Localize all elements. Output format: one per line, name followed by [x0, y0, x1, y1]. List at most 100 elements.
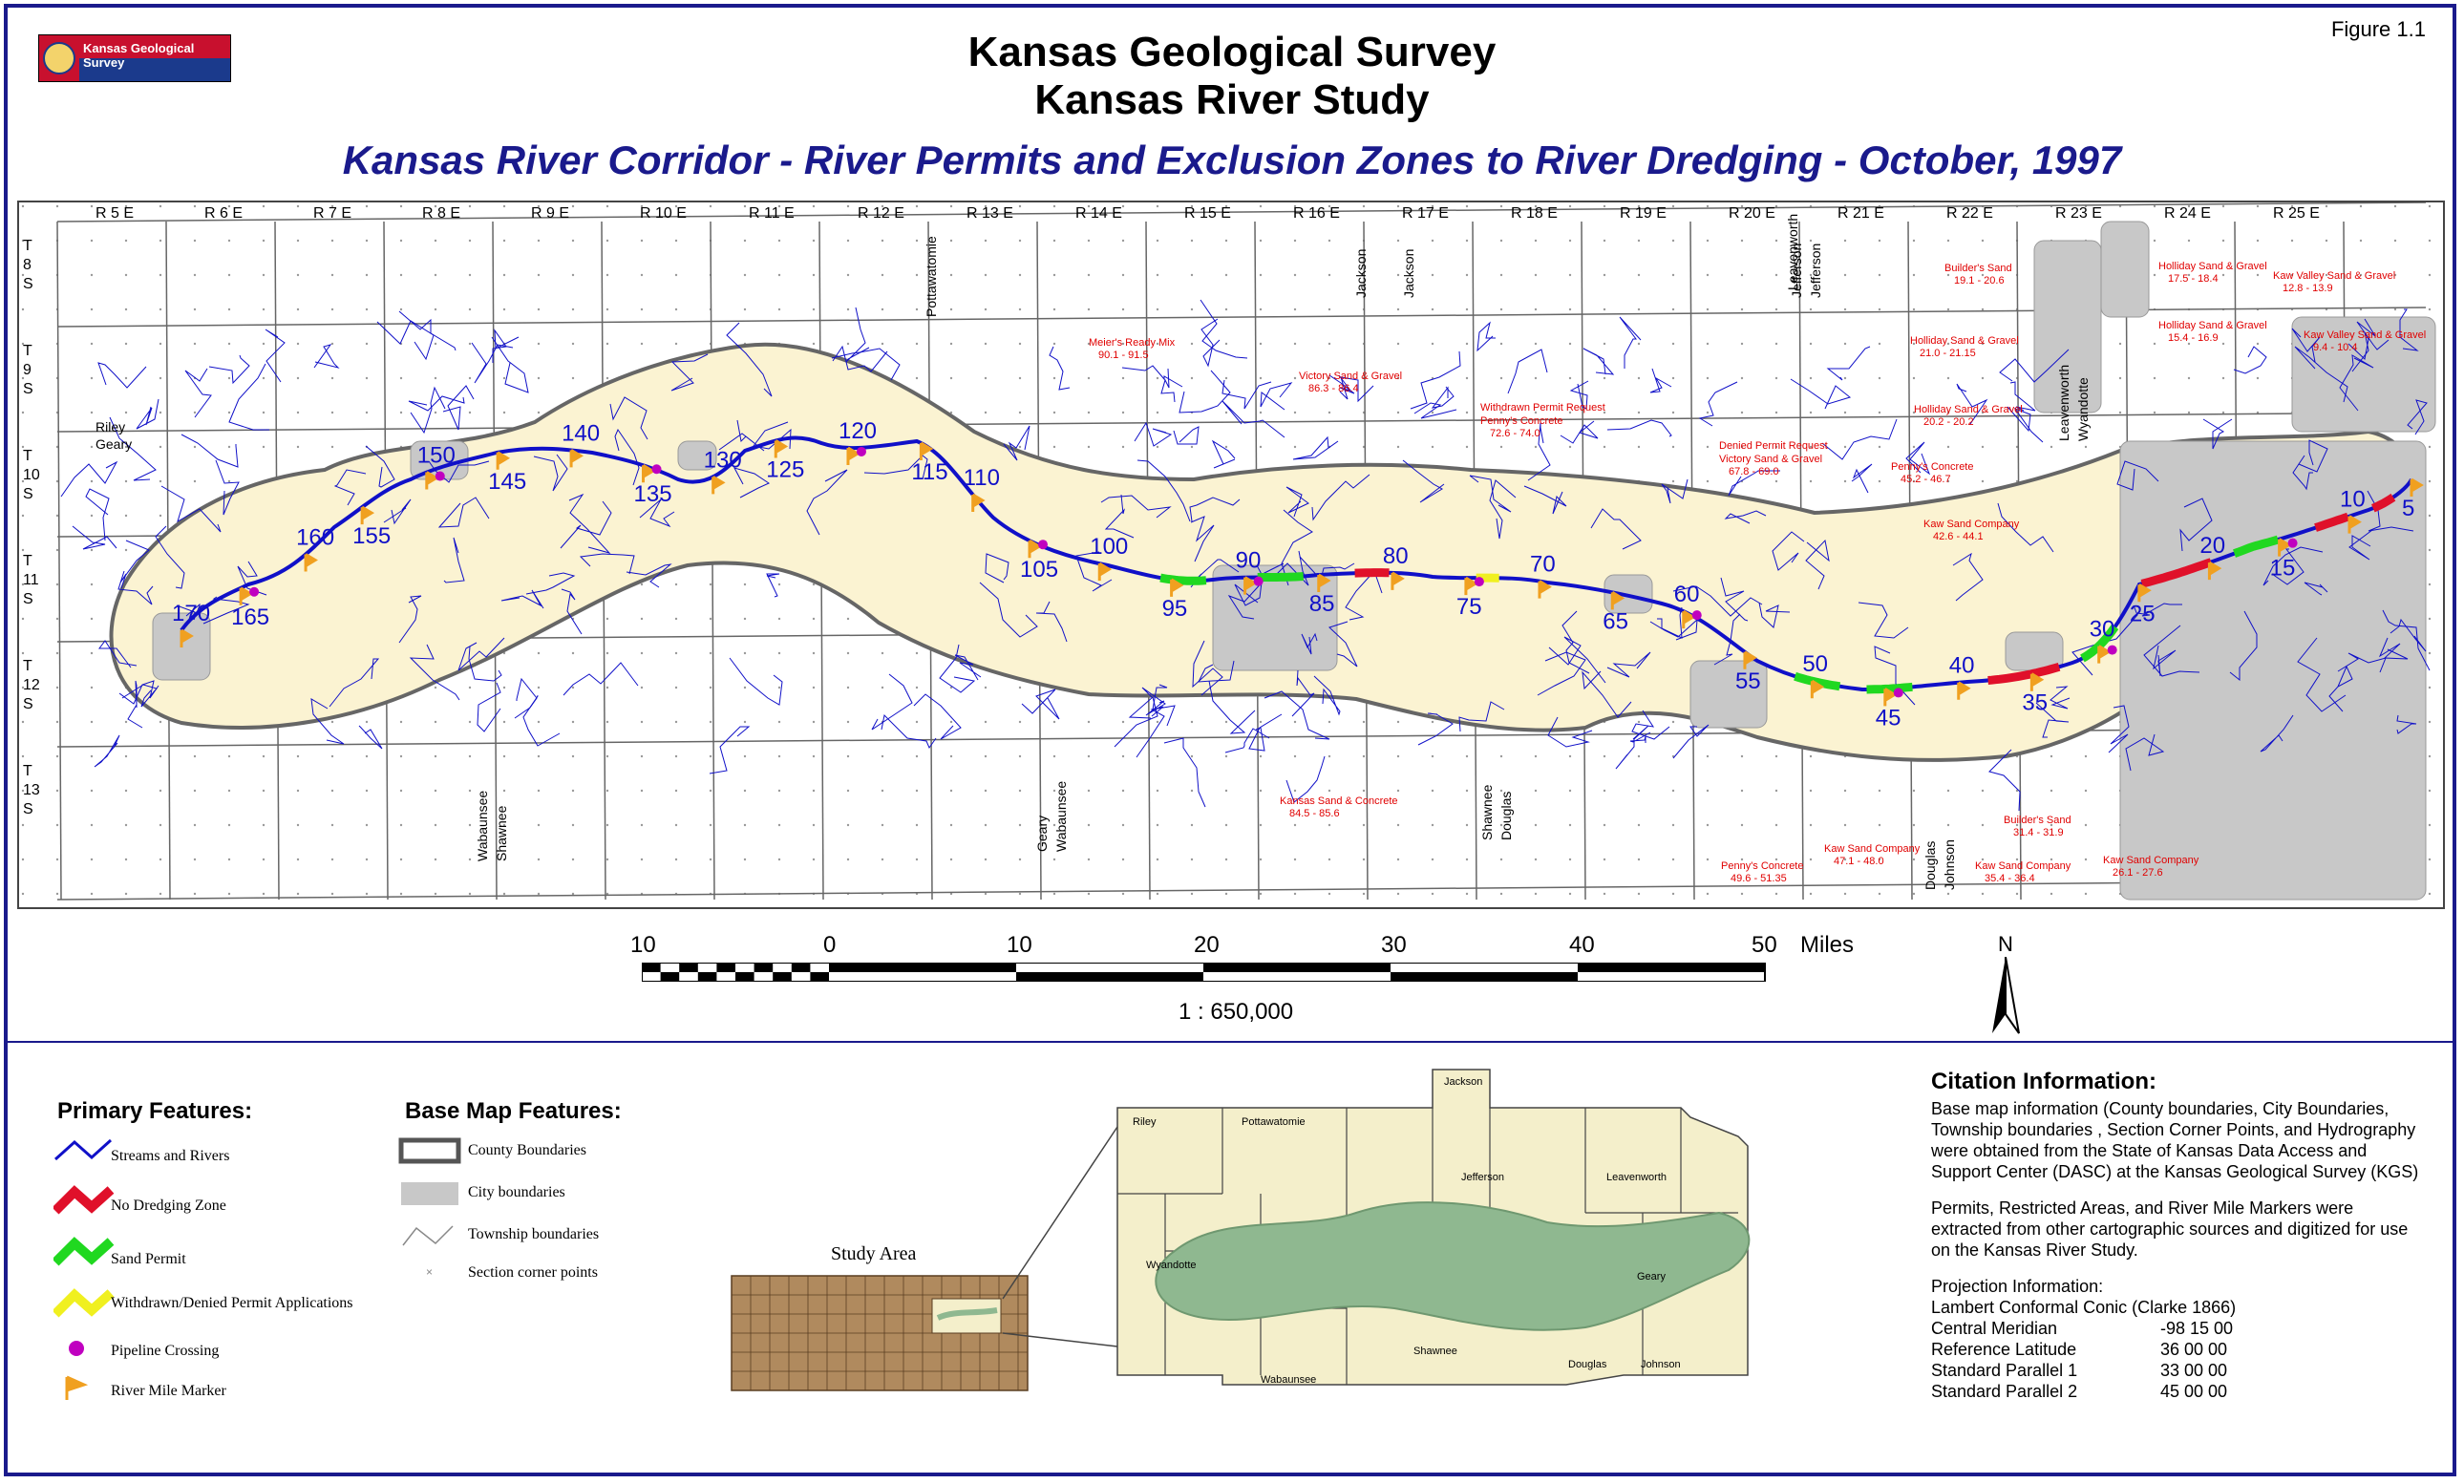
- county-label: Shawnee: [1479, 784, 1495, 840]
- stream: [2136, 603, 2182, 617]
- stream: [579, 553, 635, 575]
- permit-name-label: Kaw Valley Sand & Gravel: [2304, 329, 2426, 341]
- stream: [1211, 439, 1236, 469]
- stream: [457, 637, 505, 671]
- stream: [1569, 380, 1589, 410]
- county-label: Shawnee: [494, 805, 509, 861]
- river-mile-marker-icon: [712, 476, 726, 495]
- stream: [2390, 618, 2427, 652]
- north-arrow-icon: [1992, 956, 2020, 1034]
- stream: [2407, 399, 2428, 435]
- city-boundary: [2033, 240, 2102, 413]
- river-mile-marker-icon: [1743, 650, 1757, 669]
- stream: [265, 329, 286, 383]
- stream: [1458, 701, 1505, 732]
- scale-segment: [810, 972, 829, 982]
- stream: [155, 525, 185, 589]
- stream: [119, 540, 150, 589]
- legend-no-dredging: No Dredging Zone: [111, 1198, 226, 1214]
- permit-name-label: Kaw Sand Company: [1975, 860, 2071, 872]
- stream: [2298, 439, 2328, 473]
- stream: [1858, 602, 1909, 639]
- stream: [94, 734, 120, 768]
- legend-streams: Streams and Rivers: [111, 1148, 230, 1164]
- river-mile-label: 130: [704, 447, 742, 473]
- permit-range-label: 35.4 - 36.4: [1985, 873, 2035, 884]
- township-label: T: [23, 343, 32, 359]
- range-label: R 19 E: [1620, 205, 1667, 222]
- stream: [109, 416, 157, 481]
- permit-range-label: 31.4 - 31.9: [2013, 827, 2064, 838]
- stream: [98, 640, 138, 668]
- stream: [985, 553, 1009, 583]
- river-mile-marker-icon: [1097, 562, 1113, 582]
- stream: [1134, 421, 1173, 447]
- river-mile-label: 70: [1530, 552, 1556, 578]
- inset-maps: Jackson Riley Pottawatomie Jefferson Leavenw…: [731, 1069, 1751, 1391]
- stream: [733, 467, 771, 498]
- base-features-title: Base Map Features:: [405, 1098, 622, 1124]
- figure-label: Figure 1.1: [2330, 17, 2426, 41]
- stream: [1821, 418, 1898, 460]
- permit-range-label: 42.6 - 44.1: [1933, 531, 1984, 542]
- permit-name-label: Denied Permit Request: [1719, 440, 1828, 452]
- range-label: R 6 E: [204, 205, 243, 222]
- scale-tick-label: 30: [1381, 932, 1407, 958]
- stream: [228, 363, 269, 431]
- range-label: R 13 E: [966, 205, 1013, 222]
- river-mile-label: 75: [1456, 594, 1482, 620]
- stream: [1606, 651, 1651, 678]
- stream: [806, 469, 848, 536]
- river-mile-marker-icon: [1538, 580, 1552, 599]
- stream: [1292, 435, 1339, 460]
- stream: [1221, 379, 1272, 410]
- permit-range-label: 17.5 - 18.4: [2168, 273, 2219, 285]
- stream: [832, 345, 888, 372]
- sand-permit-zone: [1866, 682, 1913, 694]
- stream: [2262, 546, 2324, 586]
- township-label: 8: [23, 257, 32, 273]
- proj-value: 33 00 00: [2160, 1361, 2228, 1380]
- stream: [1234, 562, 1285, 606]
- county-label: Douglas: [1922, 841, 1938, 890]
- stream: [1285, 486, 1309, 518]
- stream: [60, 460, 118, 498]
- river-mile-marker-icon: [1957, 681, 1971, 700]
- stream: [1952, 552, 1984, 602]
- stream: [626, 563, 672, 588]
- river-mile-label: 80: [1383, 543, 1409, 569]
- kansas-river: [180, 435, 2413, 692]
- pipeline-crossing-icon: [1474, 577, 1484, 587]
- permit-name-label: Holliday Sand & Gravel: [2158, 261, 2267, 272]
- stream: [202, 596, 250, 625]
- stream: [1672, 724, 1710, 759]
- stream: [1179, 370, 1231, 413]
- stream: [1100, 495, 1172, 519]
- river-mile-marker-icon: [304, 553, 318, 572]
- stream: [533, 454, 568, 492]
- stream: [1988, 749, 2021, 812]
- sand-permit-zone: [1159, 573, 1207, 585]
- river-mile-marker-icon: [180, 628, 194, 647]
- city-boundary: [2291, 316, 2436, 433]
- citation-para1: Base map information (County boundaries,…: [1931, 1099, 2419, 1181]
- stream: [1758, 602, 1791, 628]
- sand-permit-zone: [2080, 624, 2119, 663]
- township-label: S: [23, 591, 33, 607]
- stream: [181, 434, 239, 468]
- stream: [913, 693, 962, 740]
- legend-sand-permit: Sand Permit: [111, 1251, 186, 1267]
- stream: [2009, 381, 2036, 412]
- river-mile-marker-icon: [1810, 679, 1825, 699]
- stream: [881, 713, 937, 750]
- title-line2: Kansas River Study: [1034, 76, 1430, 123]
- stream: [310, 698, 345, 745]
- stream: [1075, 551, 1113, 592]
- permit-range-label: 26.1 - 27.6: [2113, 867, 2163, 879]
- range-label: R 9 E: [531, 205, 569, 222]
- permit-range-label: 15.4 - 16.9: [2168, 332, 2219, 344]
- stream: [563, 662, 639, 696]
- river-mile-label: 60: [1674, 582, 1700, 607]
- stream: [561, 588, 583, 635]
